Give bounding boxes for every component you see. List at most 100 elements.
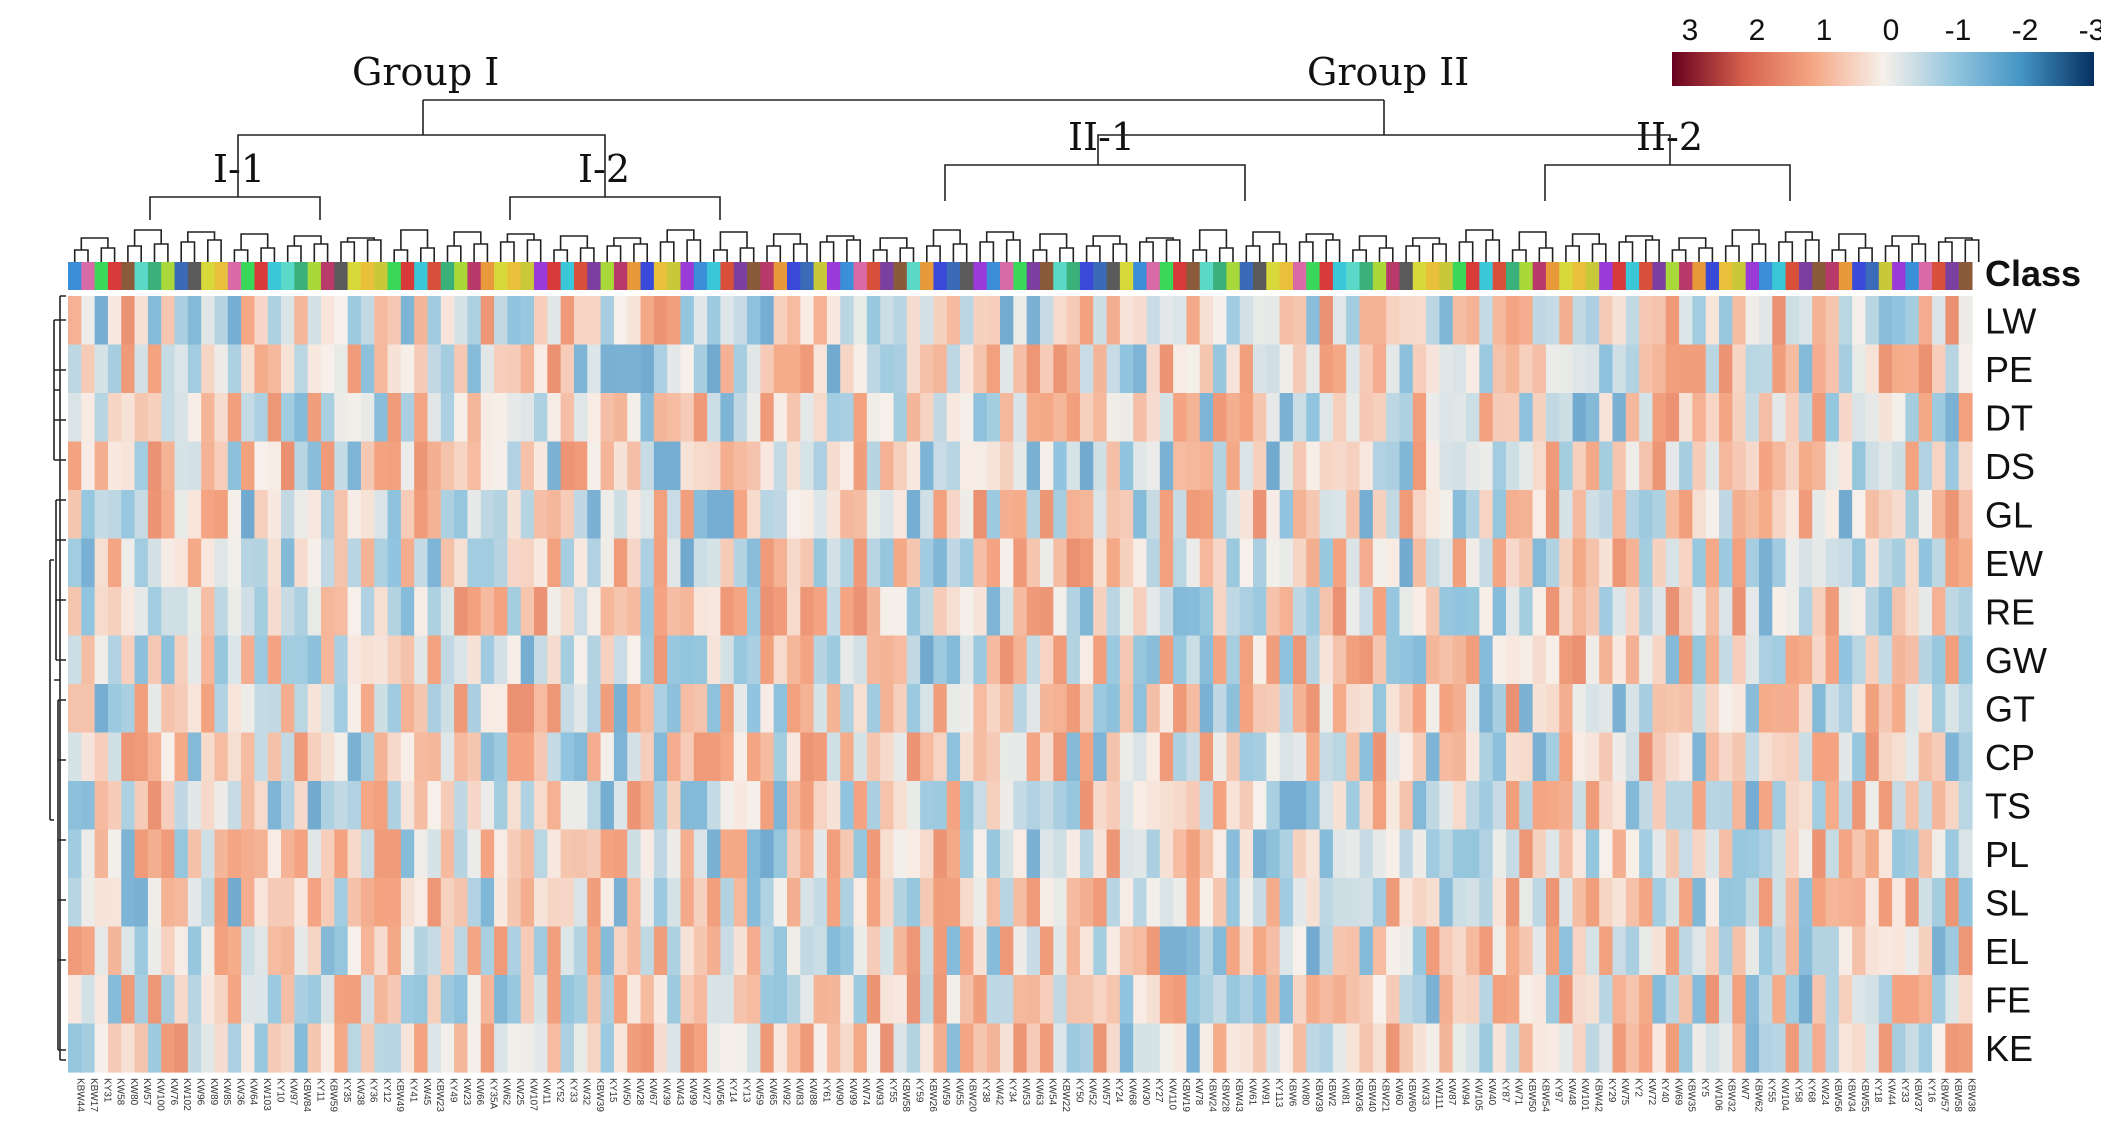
heatmap-cell (1625, 878, 1640, 928)
heatmap-cell (147, 926, 162, 976)
heatmap-cell (640, 393, 655, 443)
heatmap-cell (1798, 635, 1813, 685)
heatmap-cell (1013, 587, 1028, 637)
heatmap-cell (1479, 538, 1494, 588)
heatmap-cell (800, 926, 815, 976)
heatmap-cell (467, 587, 482, 637)
heatmap-cell (946, 344, 961, 394)
heatmap-cell (161, 635, 176, 685)
heatmap-cell (893, 490, 908, 540)
heatmap-cell (241, 829, 255, 879)
column-label: KY49 (448, 1078, 459, 1103)
heatmap-cell (281, 781, 295, 831)
class-color-cell (1958, 262, 1973, 290)
heatmap-cell (1892, 926, 1907, 976)
class-color-cell (1039, 262, 1054, 290)
heatmap-cell (1079, 441, 1094, 491)
heatmap-cell (1439, 538, 1454, 588)
heatmap-cell (347, 538, 362, 588)
heatmap-cell (613, 1023, 628, 1073)
heatmap-cell (773, 1023, 788, 1073)
class-color-cell (973, 262, 988, 290)
heatmap-cell (1199, 781, 1214, 831)
heatmap-cell (400, 635, 415, 685)
heatmap-cell (773, 975, 788, 1025)
heatmap-cell (400, 878, 415, 928)
heatmap-cell (573, 926, 588, 976)
heatmap-cell (1732, 296, 1747, 346)
heatmap-cell (1892, 344, 1907, 394)
heatmap-cell (1812, 441, 1827, 491)
group-label-group-1: Group I (352, 50, 499, 94)
heatmap-cell (1319, 490, 1334, 540)
heatmap-cell (920, 344, 935, 394)
heatmap-cell (1119, 878, 1134, 928)
heatmap-cell (547, 587, 562, 637)
column-label: KW23 (461, 1078, 472, 1106)
class-color-cell (1679, 262, 1693, 290)
heatmap-cell (1026, 781, 1041, 831)
heatmap-cell (560, 393, 575, 443)
column-label: KY55 (887, 1078, 898, 1103)
heatmap-cell (400, 344, 415, 394)
heatmap-cell (600, 441, 615, 491)
dendrogram-leaf-branch (1751, 243, 1767, 262)
heatmap-cell (480, 344, 495, 394)
heatmap-cell (1665, 878, 1680, 928)
heatmap-cell (826, 1023, 841, 1073)
heatmap-cell (813, 587, 828, 637)
heatmap-cell (1319, 635, 1334, 685)
heatmap-cell (1159, 732, 1174, 782)
heatmap-cell (107, 538, 122, 588)
heatmap-cell (1253, 635, 1267, 685)
heatmap-cell (467, 393, 482, 443)
heatmap-cell (1466, 441, 1480, 491)
heatmap-cell (360, 344, 375, 394)
dendrogram-leaf-branch (420, 247, 435, 262)
heatmap-cell (161, 878, 176, 928)
heatmap-cell (933, 975, 948, 1025)
heatmap-cell (1173, 926, 1188, 976)
heatmap-cell (107, 490, 122, 540)
heatmap-cell (1745, 684, 1760, 734)
heatmap-cell (1758, 296, 1773, 346)
class-color-cell (933, 262, 948, 290)
heatmap-cell (866, 441, 881, 491)
heatmap-cell (906, 393, 921, 443)
column-label: KW83 (794, 1078, 805, 1106)
heatmap-cell (640, 296, 655, 346)
class-color-cell (1545, 262, 1560, 290)
heatmap-cell (1213, 684, 1227, 734)
heatmap-cell (1013, 296, 1028, 346)
heatmap-cell (707, 490, 722, 540)
heatmap-cell (720, 490, 735, 540)
heatmap-cell (1585, 441, 1600, 491)
heatmap-cell (1639, 732, 1654, 782)
heatmap-cell (254, 829, 269, 879)
heatmap-cell (254, 296, 269, 346)
column-label: KW89 (208, 1078, 219, 1106)
heatmap-cell (1505, 732, 1520, 782)
heatmap-cell (1572, 926, 1587, 976)
column-label: KW56 (714, 1078, 725, 1106)
heatmap-cell (1719, 732, 1733, 782)
heatmap-cell (320, 732, 335, 782)
heatmap-cell (387, 926, 402, 976)
heatmap-cell (1532, 296, 1547, 346)
heatmap-cell (1812, 926, 1827, 976)
heatmap-cell (1452, 296, 1467, 346)
heatmap-cell (121, 296, 136, 346)
heatmap-cell (1266, 878, 1281, 928)
heatmap-cell (107, 587, 122, 637)
heatmap-cell (1732, 635, 1747, 685)
heatmap-cell (1745, 878, 1760, 928)
heatmap-cell (454, 684, 469, 734)
heatmap-cell (1625, 684, 1640, 734)
heatmap-cell (454, 732, 469, 782)
heatmap-cell (281, 1023, 295, 1073)
heatmap-cell (1279, 635, 1294, 685)
column-label: KW38 (354, 1078, 365, 1106)
heatmap-cell (1812, 635, 1827, 685)
heatmap-cell (1505, 587, 1520, 637)
heatmap-cell (374, 926, 389, 976)
